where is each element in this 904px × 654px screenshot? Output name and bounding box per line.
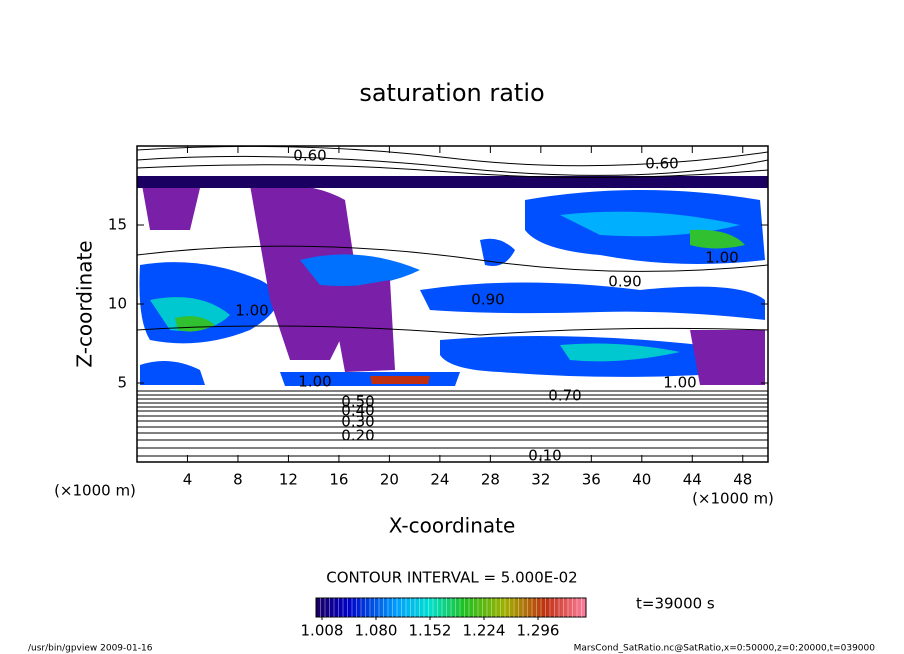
contour-label: 0.50 bbox=[341, 393, 374, 411]
x-tick-label: 28 bbox=[481, 471, 500, 489]
shaded-region bbox=[370, 376, 430, 384]
contour-label: 0.20 bbox=[341, 427, 374, 445]
shaded-region bbox=[140, 361, 205, 385]
shaded-region bbox=[142, 185, 200, 230]
shaded-region bbox=[480, 238, 515, 266]
x-unit-label: (×1000 m) bbox=[692, 490, 774, 508]
chart-title: saturation ratio bbox=[359, 79, 544, 107]
x-tick-label: 36 bbox=[582, 471, 601, 489]
colorbar-tick-label: 1.152 bbox=[409, 622, 452, 640]
y-tick-label: 15 bbox=[108, 216, 127, 234]
contour-label: 1.00 bbox=[298, 373, 331, 391]
x-tick-label: 12 bbox=[279, 471, 298, 489]
x-tick-label: 8 bbox=[233, 471, 243, 489]
time-label: t=39000 s bbox=[636, 595, 715, 613]
y-tick-label: 5 bbox=[117, 374, 127, 392]
shaded-region bbox=[137, 176, 768, 188]
colorbar-tick-label: 1.296 bbox=[517, 622, 560, 640]
x-tick-label: 32 bbox=[531, 471, 550, 489]
contour-label: 0.30 bbox=[341, 413, 374, 431]
shaded-region bbox=[250, 184, 360, 360]
y-axis-label: Z-coordinate bbox=[73, 240, 97, 367]
colorbar-tick-label: 1.080 bbox=[355, 622, 398, 640]
footer-left: /usr/bin/gpview 2009-01-16 bbox=[28, 644, 153, 654]
shaded-region bbox=[560, 343, 680, 362]
colorbar-tick-label: 1.224 bbox=[463, 622, 506, 640]
shaded-region bbox=[300, 254, 420, 286]
x-tick-label: 16 bbox=[329, 471, 348, 489]
colorbar-tick-label: 1.008 bbox=[301, 622, 344, 640]
x-axis-label: X-coordinate bbox=[389, 514, 516, 538]
colorbar bbox=[315, 597, 587, 618]
x-tick-label: 24 bbox=[430, 471, 449, 489]
x-tick-label: 4 bbox=[183, 471, 193, 489]
x-tick-label: 48 bbox=[733, 471, 752, 489]
contour-label: 0.90 bbox=[471, 291, 504, 309]
contour-label: 0.60 bbox=[645, 155, 678, 173]
contour-labels: 0.60 0.60 1.00 1.00 0.90 0.90 1.00 1.00 0.70 0.50… bbox=[235, 147, 738, 465]
contour-label: 0.90 bbox=[608, 273, 641, 291]
contour-interval: CONTOUR INTERVAL = 5.000E-02 bbox=[326, 569, 577, 587]
contour-label: 1.00 bbox=[663, 374, 696, 392]
x-tick-label: 40 bbox=[632, 471, 651, 489]
x-tick-label: 20 bbox=[380, 471, 399, 489]
shaded-region bbox=[330, 280, 395, 372]
x-tick-label: 44 bbox=[683, 471, 702, 489]
shaded-region bbox=[420, 282, 765, 320]
contour-label: 0.40 bbox=[341, 402, 374, 420]
footer-right: MarsCond_SatRatio.nc@SatRatio,x=0:50000,… bbox=[574, 644, 876, 654]
contour-label: 0.60 bbox=[293, 147, 326, 165]
shaded-region bbox=[690, 229, 745, 249]
contour-label: 1.00 bbox=[705, 249, 738, 267]
contour-label: 0.10 bbox=[528, 447, 561, 465]
contour-lines bbox=[137, 146, 768, 457]
contour-label: 0.70 bbox=[548, 387, 581, 405]
y-tick-label: 10 bbox=[108, 295, 127, 313]
shaded-field bbox=[137, 146, 768, 462]
y-unit-label: (×1000 m) bbox=[54, 482, 136, 500]
contour-label: 1.00 bbox=[235, 302, 268, 320]
shaded-region bbox=[690, 330, 765, 385]
